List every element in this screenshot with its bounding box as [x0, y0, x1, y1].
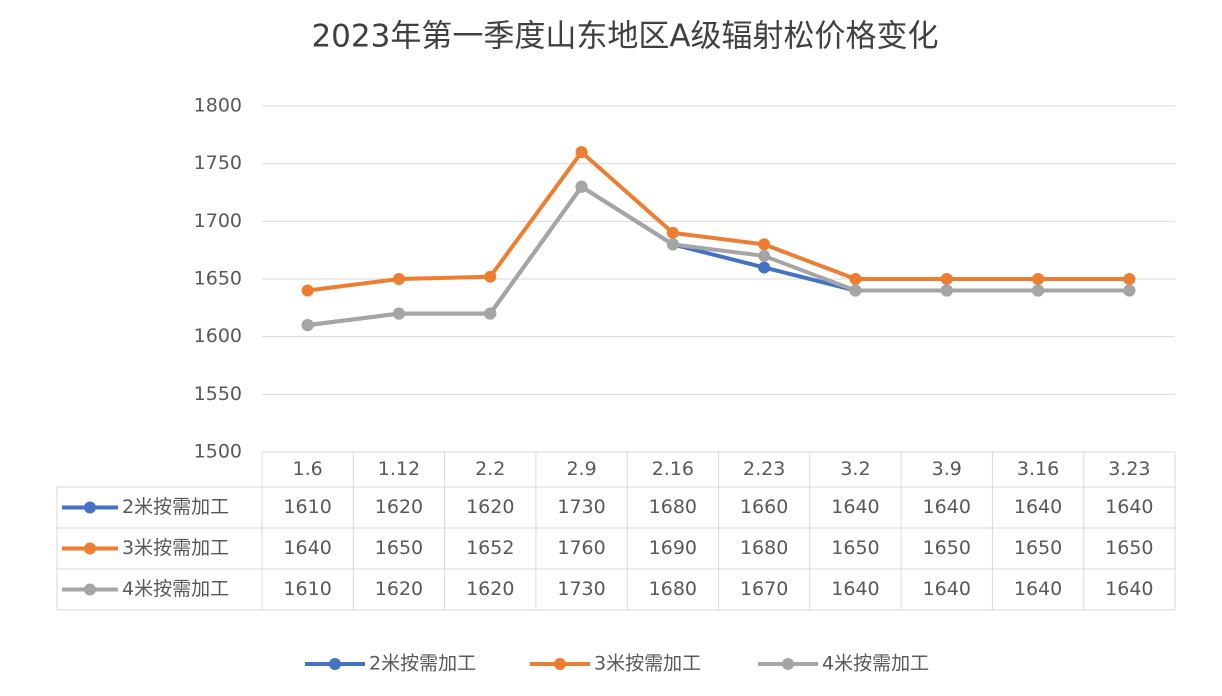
point-marker	[1032, 284, 1045, 297]
point-marker	[301, 284, 314, 297]
legend-label: 3米按需加工	[594, 653, 701, 675]
table-cell: 1610	[283, 578, 331, 600]
table-cell: 1640	[831, 496, 879, 518]
y-tick-label: 1800	[194, 95, 242, 117]
point-marker	[484, 307, 497, 320]
x-tick-label: 3.2	[840, 458, 870, 480]
table-cell: 1760	[557, 537, 605, 559]
legend-key-marker	[329, 658, 341, 670]
legend-key-marker	[554, 658, 566, 670]
table-cell: 1730	[557, 496, 605, 518]
table-cell: 1640	[1105, 496, 1153, 518]
y-tick-label: 1500	[194, 441, 242, 463]
table-cell: 1652	[466, 537, 514, 559]
point-marker	[758, 238, 771, 251]
table-cell: 1640	[923, 496, 971, 518]
point-marker	[940, 284, 953, 297]
table-cell: 1650	[1014, 537, 1062, 559]
x-tick-label: 3.16	[1017, 458, 1059, 480]
table-cell: 1620	[466, 578, 514, 600]
table-cell: 1640	[283, 537, 331, 559]
table-cell: 1620	[375, 578, 423, 600]
series-line	[307, 150, 1130, 293]
point-marker	[392, 273, 405, 285]
x-tick-label: 1.12	[378, 458, 420, 480]
y-tick-label: 1550	[194, 383, 242, 405]
table-row-label: 4米按需加工	[122, 578, 229, 600]
point-marker	[1123, 284, 1136, 297]
table-cell: 1640	[1105, 578, 1153, 600]
table-cell: 1650	[923, 537, 971, 559]
table-cell: 1650	[831, 537, 879, 559]
point-marker	[849, 284, 862, 297]
point-marker	[758, 249, 771, 262]
x-tick-label: 2.9	[566, 458, 596, 480]
table-cell: 1660	[740, 496, 788, 518]
table-cell: 1640	[923, 578, 971, 600]
table-cell: 1650	[375, 537, 423, 559]
y-tick-label: 1650	[194, 268, 242, 290]
x-tick-label: 2.16	[652, 458, 694, 480]
legend-key-marker	[84, 583, 96, 596]
point-marker	[1032, 273, 1045, 285]
legend-label: 4米按需加工	[822, 653, 929, 675]
table-cell: 1680	[649, 496, 697, 518]
table-cell: 1670	[740, 578, 788, 600]
table-row-label: 2米按需加工	[122, 496, 229, 518]
x-tick-label: 3.23	[1108, 458, 1150, 480]
table-cell: 1620	[375, 496, 423, 518]
x-tick-label: 3.9	[932, 458, 962, 480]
point-marker	[392, 307, 405, 320]
point-marker	[666, 226, 679, 239]
x-tick-label: 2.23	[743, 458, 785, 480]
chart-title: 2023年第一季度山东地区A级辐射松价格变化	[311, 19, 938, 55]
point-marker	[484, 270, 497, 283]
table-cell: 1620	[466, 496, 514, 518]
table-row-label: 3米按需加工	[122, 537, 229, 559]
table-cell: 1680	[740, 537, 788, 559]
point-marker	[575, 180, 588, 193]
point-marker	[1123, 273, 1136, 285]
point-marker	[575, 146, 588, 159]
table-cell: 1640	[831, 578, 879, 600]
x-tick-label: 2.2	[475, 458, 505, 480]
table-cell: 1640	[1014, 578, 1062, 600]
table-cell: 1690	[649, 537, 697, 559]
legend-key-marker	[84, 501, 96, 514]
point-marker	[758, 261, 771, 274]
point-marker	[666, 238, 679, 251]
point-marker	[849, 273, 862, 285]
x-tick-label: 1.6	[293, 458, 323, 480]
table-cell: 1650	[1105, 537, 1153, 559]
y-tick-label: 1600	[194, 325, 242, 347]
y-tick-label: 1750	[194, 152, 242, 174]
legend-key-marker	[84, 542, 96, 555]
table-cell: 1730	[557, 578, 605, 600]
legend-label: 2米按需加工	[369, 653, 476, 675]
legend-key-marker	[782, 658, 794, 670]
point-marker	[301, 319, 314, 332]
table-cell: 1680	[649, 578, 697, 600]
y-tick-label: 1700	[194, 210, 242, 232]
point-marker	[940, 273, 953, 285]
series-line	[307, 184, 1130, 328]
table-cell: 1640	[1014, 496, 1062, 518]
table-cell: 1610	[283, 496, 331, 518]
